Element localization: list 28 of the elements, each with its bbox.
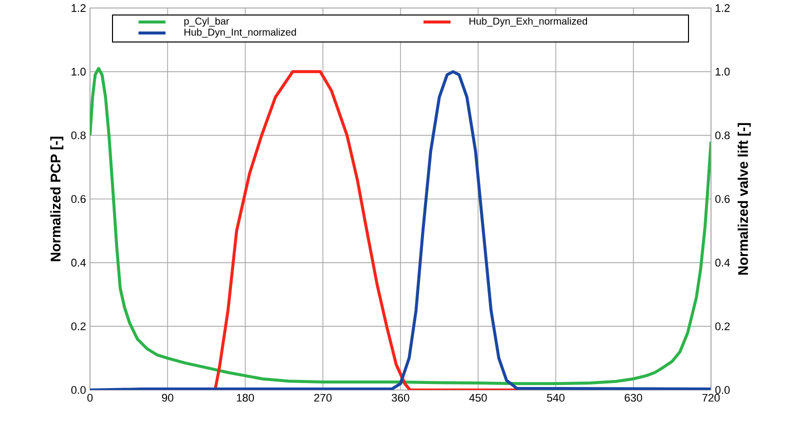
- legend-label: Hub_Dyn_Int_normalized: [184, 28, 296, 38]
- y2-tick-label: 0.4: [715, 258, 730, 267]
- y-tick-label: 0.6: [71, 195, 86, 203]
- y2-axis-title: Normalized valve lift [-]: [738, 123, 751, 275]
- y2-tick-label: 1.0: [716, 68, 730, 76]
- y-tick-label: 0.8: [71, 131, 86, 140]
- y2-tick-label: 0.0: [715, 386, 730, 394]
- x-tick-label: 90: [162, 394, 174, 402]
- x-tick-label: 450: [469, 394, 487, 402]
- y2-tick-label: 0.6: [715, 195, 730, 203]
- y-tick-label: 0.4: [71, 258, 86, 267]
- y-tick-label: 0.2: [71, 322, 86, 330]
- x-tick-label: 180: [236, 394, 254, 402]
- x-tick-label: 630: [624, 394, 642, 402]
- y2-tick-label: 0.2: [715, 322, 730, 330]
- y2-tick-label: 1.2: [716, 4, 730, 12]
- x-tick-label: 270: [314, 394, 332, 402]
- legend-label: p_Cyl_bar: [184, 17, 230, 27]
- x-tick-label: 360: [392, 394, 410, 402]
- y-tick-label: 0.0: [71, 386, 86, 394]
- x-tick-label: 720: [702, 394, 720, 402]
- y2-tick-label: 0.8: [715, 131, 730, 140]
- legend-label: Hub_Dyn_Exh_normalized: [470, 17, 587, 27]
- y-tick-label: 1.2: [72, 4, 86, 12]
- x-tick-label: 0: [87, 394, 93, 402]
- y-axis-title: Normalized PCP [-]: [50, 136, 64, 262]
- y-tick-label: 1.0: [72, 68, 86, 76]
- x-tick-label: 540: [547, 394, 564, 402]
